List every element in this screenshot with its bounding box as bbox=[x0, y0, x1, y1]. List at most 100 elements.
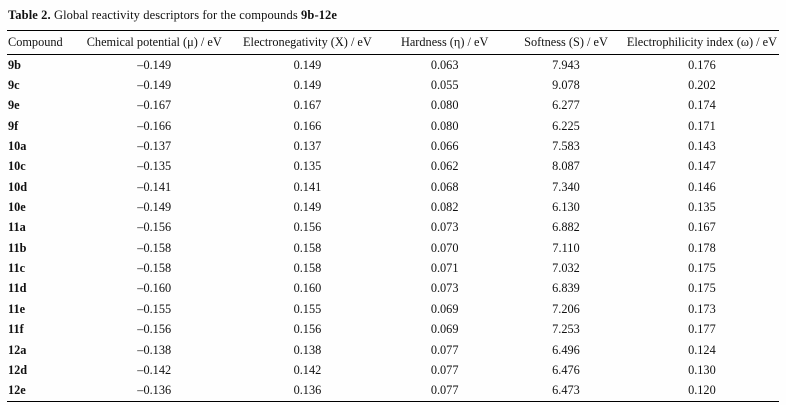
value-cell: 6.839 bbox=[552, 281, 580, 296]
value-cell: 0.069 bbox=[430, 322, 459, 337]
value-cell: –0.135 bbox=[137, 159, 172, 174]
value-cell: 0.136 bbox=[293, 383, 322, 398]
value-cell: –0.137 bbox=[137, 138, 172, 153]
value-cell: –0.158 bbox=[137, 261, 172, 276]
value-cell: 0.175 bbox=[688, 261, 716, 276]
table-row: 12d –0.142 0.142 0.077 6.476 0.130 bbox=[7, 360, 779, 380]
value-cell: 0.143 bbox=[688, 138, 716, 153]
compound-cell: 12d bbox=[8, 362, 28, 377]
table-row: 11d –0.160 0.160 0.073 6.839 0.175 bbox=[7, 279, 779, 299]
table-caption: Table 2. Global reactivity descriptors f… bbox=[8, 8, 779, 23]
value-cell: 0.171 bbox=[688, 118, 716, 133]
compound-cell: 10a bbox=[8, 138, 27, 153]
value-cell: 0.071 bbox=[430, 261, 459, 276]
value-cell: 0.158 bbox=[293, 261, 322, 276]
value-cell: 0.137 bbox=[293, 138, 322, 153]
value-cell: 0.166 bbox=[293, 118, 322, 133]
value-cell: –0.158 bbox=[137, 240, 172, 255]
value-cell: –0.138 bbox=[137, 342, 172, 357]
value-cell: 6.496 bbox=[552, 342, 580, 357]
value-cell: 6.130 bbox=[552, 200, 580, 215]
value-cell: –0.156 bbox=[137, 220, 172, 235]
value-cell: 7.253 bbox=[552, 322, 580, 337]
value-cell: 0.149 bbox=[293, 57, 322, 72]
table-row: 10c –0.135 0.135 0.062 8.087 0.147 bbox=[7, 157, 779, 177]
column-header: Electrophilicity index (ω) / eV bbox=[624, 30, 779, 55]
value-cell: 0.068 bbox=[430, 179, 459, 194]
compound-cell: 11e bbox=[8, 301, 26, 316]
value-cell: 0.069 bbox=[430, 301, 459, 316]
column-header: Softness (S) / eV bbox=[507, 30, 625, 55]
value-cell: 0.070 bbox=[430, 240, 459, 255]
compound-cell: 9f bbox=[8, 118, 19, 133]
value-cell: 0.077 bbox=[430, 362, 459, 377]
value-cell: 0.173 bbox=[688, 301, 716, 316]
table-row: 10e –0.149 0.149 0.082 6.130 0.135 bbox=[7, 198, 779, 218]
value-cell: –0.149 bbox=[137, 57, 172, 72]
value-cell: 0.073 bbox=[430, 281, 459, 296]
compound-cell: 10e bbox=[8, 200, 26, 215]
value-cell: 0.135 bbox=[293, 159, 322, 174]
value-cell: –0.142 bbox=[137, 362, 172, 377]
value-cell: 0.120 bbox=[688, 383, 716, 398]
value-cell: –0.149 bbox=[137, 200, 172, 215]
value-cell: 7.110 bbox=[552, 240, 580, 255]
table-row: 10a –0.137 0.137 0.066 7.583 0.143 bbox=[7, 136, 779, 156]
table-row: 12e –0.136 0.136 0.077 6.473 0.120 bbox=[7, 381, 779, 402]
column-header: Chemical potential (μ) / eV bbox=[75, 30, 233, 55]
value-cell: –0.167 bbox=[137, 98, 172, 113]
value-cell: 7.943 bbox=[552, 57, 580, 72]
value-cell: 0.155 bbox=[293, 301, 322, 316]
value-cell: 8.087 bbox=[552, 159, 580, 174]
table-header-row: Compound Chemical potential (μ) / eV Elect… bbox=[7, 30, 779, 55]
value-cell: –0.155 bbox=[137, 301, 172, 316]
value-cell: 0.175 bbox=[688, 281, 716, 296]
value-cell: 0.146 bbox=[688, 179, 716, 194]
value-cell: 0.177 bbox=[688, 322, 716, 337]
value-cell: 0.135 bbox=[688, 200, 716, 215]
table-row: 9f –0.166 0.166 0.080 6.225 0.171 bbox=[7, 116, 779, 136]
value-cell: 0.178 bbox=[688, 240, 716, 255]
table-caption-text: Global reactivity descriptors for the co… bbox=[50, 8, 302, 22]
column-header: Electronegativity (X) / eV bbox=[232, 30, 383, 55]
compound-cell: 9c bbox=[8, 77, 20, 92]
value-cell: 0.055 bbox=[430, 77, 459, 92]
value-cell: 9.078 bbox=[552, 77, 580, 92]
value-cell: 0.077 bbox=[430, 342, 459, 357]
value-cell: 0.167 bbox=[293, 98, 322, 113]
value-cell: 0.156 bbox=[293, 220, 322, 235]
compound-cell: 11c bbox=[8, 261, 26, 276]
compound-cell: 9b bbox=[8, 57, 21, 72]
value-cell: 7.032 bbox=[552, 261, 580, 276]
value-cell: 0.202 bbox=[688, 77, 716, 92]
table-caption-label: Table 2. bbox=[8, 8, 51, 22]
compound-cell: 12e bbox=[8, 383, 26, 398]
value-cell: 0.176 bbox=[688, 57, 716, 72]
value-cell: 0.141 bbox=[293, 179, 322, 194]
reactivity-descriptors-table: Compound Chemical potential (μ) / eV Elect… bbox=[7, 30, 779, 403]
table-row: 11a –0.156 0.156 0.073 6.882 0.167 bbox=[7, 218, 779, 238]
table-row: 11f –0.156 0.156 0.069 7.253 0.177 bbox=[7, 320, 779, 340]
compound-cell: 12a bbox=[8, 342, 27, 357]
table-row: 9e –0.167 0.167 0.080 6.277 0.174 bbox=[7, 96, 779, 116]
value-cell: –0.136 bbox=[137, 383, 172, 398]
value-cell: 0.149 bbox=[293, 77, 322, 92]
table-row: 11b –0.158 0.158 0.070 7.110 0.178 bbox=[7, 238, 779, 258]
value-cell: 0.160 bbox=[293, 281, 322, 296]
value-cell: –0.141 bbox=[137, 179, 172, 194]
value-cell: 0.082 bbox=[430, 200, 459, 215]
value-cell: 0.080 bbox=[430, 118, 459, 133]
compound-cell: 11a bbox=[8, 220, 26, 235]
value-cell: 0.147 bbox=[688, 159, 716, 174]
value-cell: 7.583 bbox=[552, 138, 580, 153]
value-cell: 6.476 bbox=[552, 362, 580, 377]
value-cell: 7.340 bbox=[552, 179, 580, 194]
value-cell: 0.124 bbox=[688, 342, 716, 357]
table-row: 11c –0.158 0.158 0.071 7.032 0.175 bbox=[7, 259, 779, 279]
table-row: 9c –0.149 0.149 0.055 9.078 0.202 bbox=[7, 75, 779, 95]
table-row: 11e –0.155 0.155 0.069 7.206 0.173 bbox=[7, 299, 779, 319]
value-cell: –0.166 bbox=[137, 118, 172, 133]
compound-cell: 11f bbox=[8, 322, 24, 337]
compound-cell: 10c bbox=[8, 159, 26, 174]
